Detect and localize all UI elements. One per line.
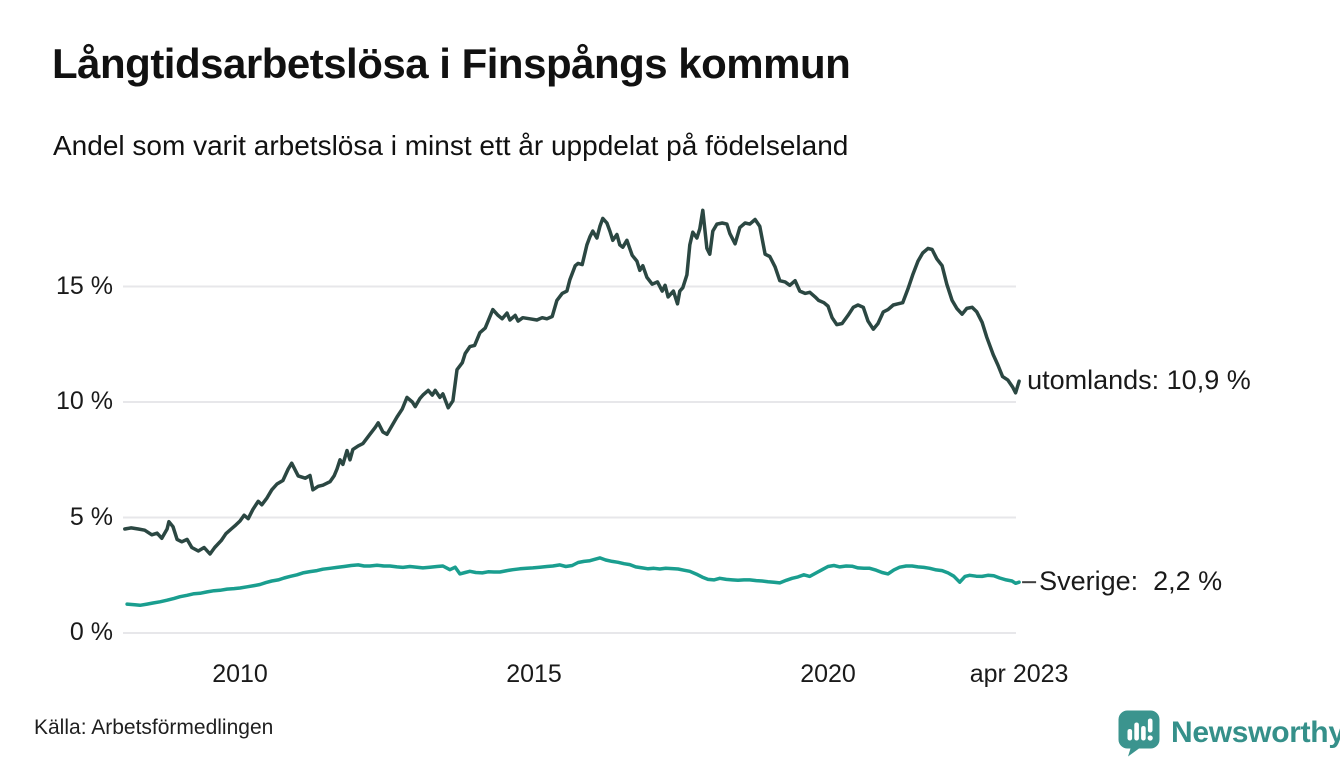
series-label-sverige: Sverige: 2,2 % [1039, 566, 1223, 597]
exclamation-dot [1147, 735, 1153, 741]
series-line-utomlands [123, 208, 1021, 556]
y-tick-label: 0 % [69, 618, 113, 646]
x-tick-label: 2020 [800, 660, 856, 688]
x-tick-label: 2010 [212, 660, 268, 688]
y-tick-label: 15 % [56, 271, 113, 300]
x-tick-label: apr 2023 [969, 660, 1069, 688]
newsworthy-icon [1118, 710, 1160, 757]
source-note: Källa: Arbetsförmedlingen [34, 716, 274, 739]
newsworthy-wordmark: Newsworthy [1171, 716, 1340, 749]
series-label-utomlands: utomlands: 10,9 % [1027, 365, 1251, 396]
series-line-sverige [125, 556, 1021, 608]
page-title: Långtidsarbetslösa i Finspångs kommun [52, 40, 851, 87]
bar-3 [1141, 726, 1146, 741]
bar-1 [1127, 729, 1133, 741]
speech-bubble-shape [1118, 710, 1160, 757]
newsworthy-logo: Newsworthy [1117, 709, 1340, 757]
x-tick-label: 2015 [506, 660, 562, 688]
y-tick-label: 5 % [69, 502, 113, 531]
exclamation-stem [1147, 718, 1153, 733]
chart-subtitle: Andel som varit arbetslösa i minst ett å… [53, 130, 849, 161]
y-tick-label: 10 % [56, 387, 113, 415]
bar-2 [1134, 722, 1139, 741]
